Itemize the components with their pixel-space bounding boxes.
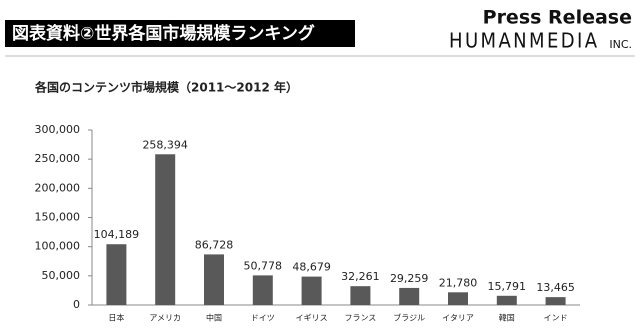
data-label: 86,728 <box>195 238 234 251</box>
data-label: 48,679 <box>292 261 331 274</box>
brand-suffix: INC. <box>609 38 632 51</box>
bar <box>399 287 420 305</box>
bar <box>350 286 371 305</box>
bar <box>155 154 176 305</box>
data-label: 258,394 <box>142 138 188 151</box>
brand-main: HUMANMEDIA <box>449 29 598 53</box>
header-bar <box>5 20 355 47</box>
bar <box>448 292 468 305</box>
data-label: 15,791 <box>488 280 527 293</box>
x-tick-label: イタリア <box>442 314 474 323</box>
data-label: 13,465 <box>536 281 575 294</box>
y-tick-label: 100,000 <box>35 240 81 253</box>
y-tick-label: 0 <box>73 298 80 311</box>
bar <box>301 276 322 305</box>
x-tick-label: フランス <box>344 314 376 323</box>
x-tick-label: インド <box>544 314 568 323</box>
x-tick-label: イギリス <box>296 314 328 323</box>
y-tick-label: 300,000 <box>35 123 81 136</box>
x-tick-label: 中国 <box>206 313 222 323</box>
data-label: 21,780 <box>439 276 478 289</box>
y-tick-label: 150,000 <box>35 211 81 224</box>
x-tick-label: アメリカ <box>149 314 181 323</box>
bar <box>496 295 517 305</box>
data-label: 50,778 <box>244 259 283 272</box>
data-label: 29,259 <box>390 272 429 285</box>
y-tick-label: 250,000 <box>35 152 81 165</box>
y-tick-label: 200,000 <box>35 181 81 194</box>
bar <box>204 254 224 305</box>
x-tick-label: 日本 <box>108 313 124 323</box>
chart-title: 各国のコンテンツ市場規模（2011～2012 年） <box>34 80 298 95</box>
brand-top: Press Release <box>483 7 632 29</box>
data-label: 104,189 <box>94 228 140 241</box>
x-tick-label: ブラジル <box>393 313 425 323</box>
bar <box>545 297 566 305</box>
x-tick-label: 韓国 <box>499 313 515 323</box>
header-title: 図表資料②世界各国市場規模ランキング <box>12 23 315 44</box>
bar <box>106 244 127 305</box>
x-tick-label: ドイツ <box>251 314 275 323</box>
data-label: 32,261 <box>341 270 380 283</box>
bar <box>252 275 273 305</box>
y-tick-label: 50,000 <box>42 269 81 282</box>
